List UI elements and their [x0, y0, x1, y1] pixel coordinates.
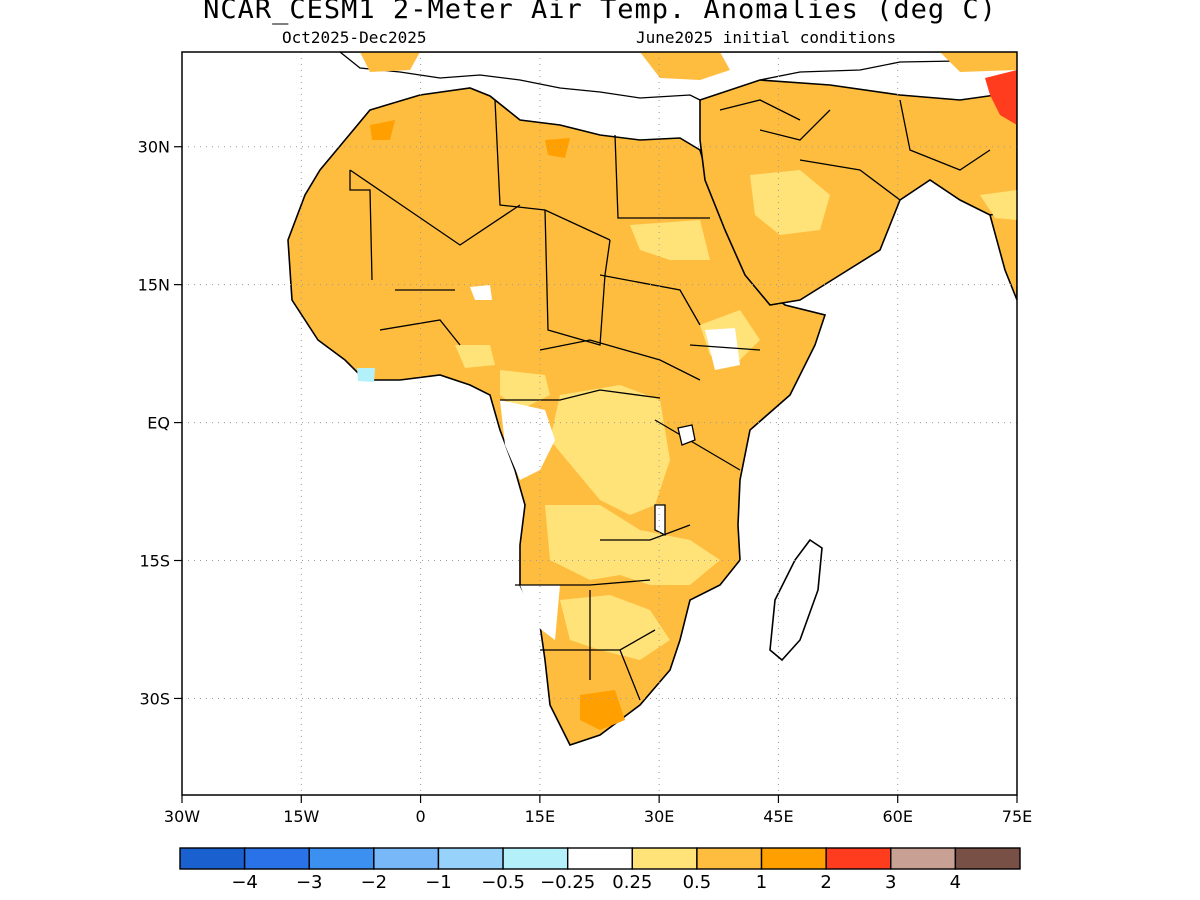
colorbar-swatch	[308, 847, 375, 870]
colorbar-swatch	[954, 847, 1021, 870]
forecast-period: Oct2025-Dec2025	[282, 28, 427, 47]
india-land	[988, 209, 1017, 301]
colorbar-label: −2	[361, 872, 388, 893]
colorbar-swatch	[502, 847, 569, 870]
lon-tick-label: 15W	[283, 807, 319, 826]
colorbar-swatch	[566, 847, 634, 870]
colorbar-label: −3	[296, 872, 323, 893]
colorbar-label: 0.5	[683, 872, 712, 893]
lon-tick-label: 45E	[763, 807, 793, 826]
colorbar-swatch	[243, 847, 310, 870]
colorbar-swatch	[825, 847, 892, 870]
lat-tick-label: EQ	[147, 414, 170, 433]
longitude-axis: 30W 15W 0 15E 30E 45E 60E 75E	[164, 795, 1032, 826]
country-borders	[349, 99, 991, 701]
neutral-anomaly-patches	[470, 285, 740, 640]
colorbar-label: −0.25	[540, 872, 595, 893]
map-plot-area	[182, 52, 1017, 795]
lon-tick-label: 60E	[882, 807, 912, 826]
colorbar-label: 4	[950, 872, 961, 893]
great-lakes	[654, 424, 696, 537]
colorbar-swatch	[631, 847, 698, 870]
lon-tick-label: 15E	[525, 807, 555, 826]
europe-warm	[360, 52, 1017, 80]
colorbar-swatch	[696, 847, 763, 870]
lon-tick-label: 30E	[644, 807, 674, 826]
cool-anomaly-patch	[357, 368, 375, 382]
colorbar-label: 0.25	[612, 872, 652, 893]
hot-anomaly-patch	[985, 70, 1017, 125]
colorbar-label: 3	[885, 872, 896, 893]
colorbar-label: 1	[756, 872, 767, 893]
colorbar-label: −1	[425, 872, 452, 893]
colorbar-swatch	[179, 847, 246, 870]
colorbar-swatch	[890, 847, 957, 870]
lon-tick-label: 75E	[1002, 807, 1032, 826]
madagascar-land	[769, 538, 823, 662]
colorbar-swatch	[437, 847, 504, 870]
strong-anomaly-patches	[370, 120, 625, 730]
colorbar-label: −4	[231, 872, 258, 893]
lon-tick-label: 0	[415, 807, 425, 826]
colorbar-legend: −4 −3 −2 −1 −0.5 −0.25 0.25 0.5 1 2 3 4	[179, 847, 1021, 893]
latitude-axis: 30N 15N EQ 15S 30S	[138, 138, 182, 708]
plot-frame	[181, 51, 1018, 796]
weak-anomaly-patches	[455, 170, 1017, 660]
colorbar-label: 2	[820, 872, 831, 893]
map-title: NCAR_CESM1 2-Meter Air Temp. Anomalies (…	[203, 0, 997, 25]
colorbar-label: −0.5	[481, 872, 525, 893]
colorbar-swatch	[760, 847, 827, 870]
arabia-land	[699, 79, 1017, 306]
initial-conditions: June2025 initial conditions	[636, 28, 897, 47]
lon-tick-label: 30W	[164, 807, 200, 826]
lat-tick-label: 15N	[138, 276, 170, 295]
lat-tick-label: 30S	[139, 689, 170, 708]
colorbar-swatch	[373, 847, 440, 870]
lat-tick-label: 30N	[138, 138, 170, 157]
lat-tick-label: 15S	[139, 552, 170, 571]
